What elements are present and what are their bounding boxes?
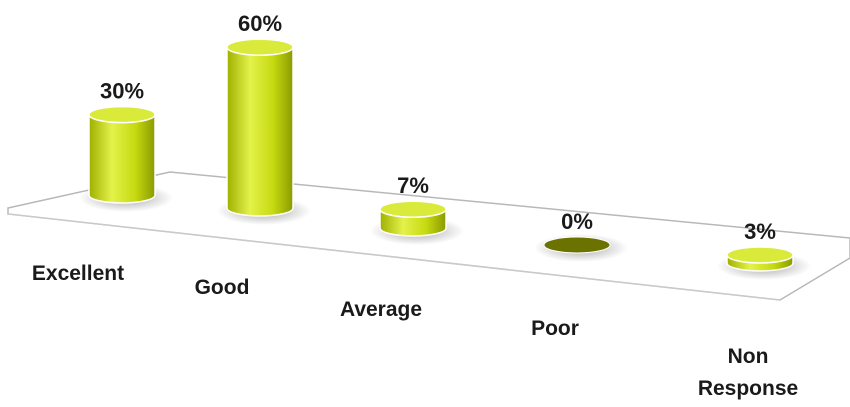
category-labels-group: Excellent Good Average Poor Non Response	[32, 262, 798, 400]
category-label: Non Response	[698, 345, 798, 400]
bar-body	[88, 113, 156, 204]
category-label: Poor	[531, 317, 579, 340]
bar-good	[217, 38, 311, 225]
value-label: 7%	[397, 173, 429, 198]
bar-excellent	[79, 105, 173, 212]
category-label: Excellent	[32, 262, 124, 285]
bars-group	[79, 38, 811, 280]
bar-top	[379, 200, 447, 218]
value-label: 3%	[744, 219, 776, 244]
bar-top	[226, 38, 294, 56]
value-label: 0%	[561, 209, 593, 234]
value-labels-group: 30% 60% 7% 0% 3%	[100, 11, 776, 244]
bar-top	[726, 246, 794, 264]
floor-front-edge	[7, 213, 781, 301]
bar-non-response	[717, 246, 811, 280]
bar-zero-disc	[543, 236, 611, 254]
category-label: Good	[195, 276, 250, 299]
value-label: 30%	[100, 79, 144, 104]
bar-body	[226, 46, 294, 217]
value-label: 60%	[238, 11, 282, 36]
bar-average	[370, 200, 464, 245]
bar-top	[88, 105, 156, 124]
bar-poor	[534, 234, 628, 262]
category-label: Average	[340, 298, 422, 321]
